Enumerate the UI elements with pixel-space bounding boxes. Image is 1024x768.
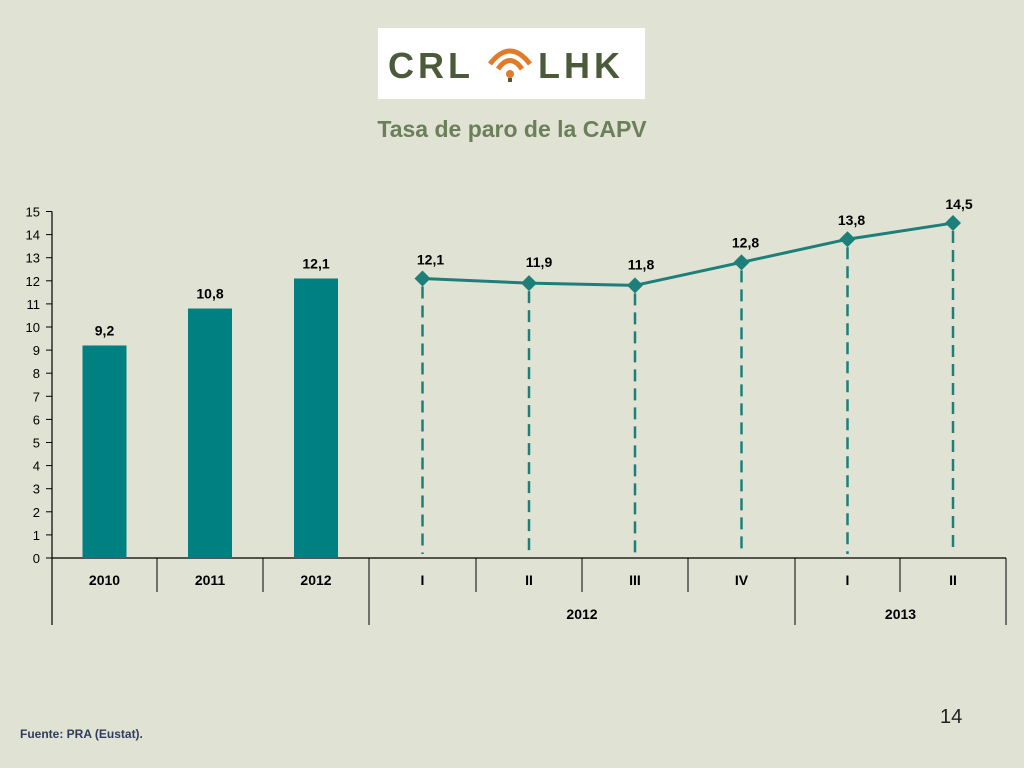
line-marker [627,277,643,294]
y-tick-label: 4 [33,459,40,474]
category-label: I [846,572,850,588]
y-tick-label: 2 [33,505,40,520]
y-tick-label: 13 [26,251,40,266]
y-tick-label: 7 [33,389,40,404]
y-tick-label: 5 [33,436,40,451]
chart-title: Tasa de paro de la CAPV [377,116,647,142]
y-tick-label: 10 [26,320,40,335]
bar-value-label: 10,8 [196,286,223,302]
category-label: II [949,572,957,588]
wifi-icon [488,48,532,82]
category-label: I [421,572,425,588]
category-label: 2010 [89,572,120,588]
line-marker [414,270,431,287]
line-value-label: 14,5 [945,196,972,212]
y-tick-label: 3 [33,482,40,497]
category-label: 2012 [300,572,331,588]
category-label: 2011 [195,572,226,588]
logo-left-text: CRL [388,45,474,86]
line-value-label: 11,8 [628,256,655,272]
line-marker [945,215,961,232]
group-label: 2013 [885,606,916,622]
y-tick-label: 8 [33,366,40,381]
source-note: Fuente: PRA (Eustat). [20,727,143,741]
y-tick-label: 15 [26,205,40,220]
line-value-label: 12,1 [417,251,444,267]
group-label: 2012 [566,606,597,622]
bar [82,345,127,558]
page-number: 14 [940,706,963,728]
line-series [422,221,954,287]
y-tick-label: 0 [33,551,40,566]
line-value-label: 11,9 [526,254,553,270]
y-tick-label: 9 [33,343,40,358]
category-label: II [525,572,533,588]
y-tick-label: 1 [33,528,40,543]
y-tick-label: 6 [33,412,40,427]
line-value-label: 13,8 [838,212,865,228]
logo-right-text: LHK [538,45,624,86]
line-marker [839,231,856,248]
line-value-label: 12,8 [732,234,759,250]
bar [294,278,338,558]
bar-value-label: 9,2 [95,322,115,338]
bar [188,308,232,558]
category-label: IV [735,572,749,588]
y-tick-label: 12 [26,274,40,289]
y-tick-label: 11 [27,297,41,312]
line-marker [733,254,750,271]
logo: CRL LHK [378,28,645,99]
bar-value-label: 12,1 [302,255,329,271]
line-marker [521,275,537,292]
y-tick-label: 14 [26,228,40,243]
category-label: III [629,572,641,588]
